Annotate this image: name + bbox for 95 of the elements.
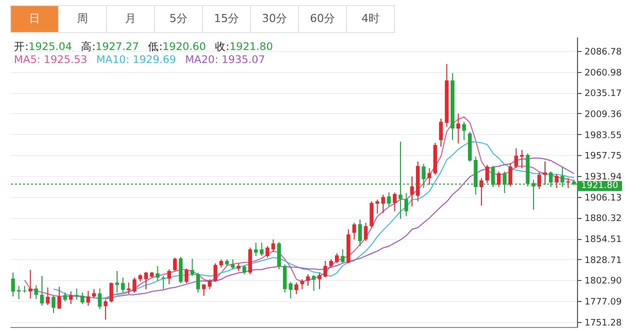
text: 30分 (251, 6, 299, 32)
candlestick (248, 247, 252, 275)
candlestick (98, 288, 102, 310)
text: 15分 (203, 6, 251, 32)
candlestick (410, 176, 414, 207)
candlestick (40, 275, 44, 306)
candlestick (520, 150, 524, 169)
candlestick (11, 272, 15, 297)
text: MA5: 1925.53 (14, 54, 88, 66)
candlestick (16, 285, 21, 300)
candlestick (202, 284, 206, 296)
text: 4时 (347, 6, 395, 32)
candlestick (392, 192, 397, 212)
y-tick-label: 2086.78 (584, 47, 622, 58)
candlestick (104, 299, 108, 320)
candlestick (178, 256, 183, 284)
text: 5分 (155, 6, 203, 32)
text: 日 (11, 6, 59, 32)
candlestick (514, 148, 518, 169)
candlestick (323, 260, 328, 278)
candlestick (306, 274, 310, 286)
text: MA10: 1929.69 (96, 54, 176, 66)
y-tick-label: 1828.71 (584, 256, 622, 266)
candlestick (480, 178, 484, 206)
annotation: 高:1927.27 (80, 41, 139, 53)
candlestick (381, 194, 386, 214)
candlestick (340, 248, 345, 264)
annotation: 收:1921.80 (214, 41, 273, 53)
y-tick-label: 1777.09 (584, 298, 622, 308)
candlestick (404, 192, 408, 217)
candlestick (352, 222, 356, 240)
candlestick (370, 200, 374, 228)
candlestick (184, 268, 188, 284)
candlestick (456, 113, 460, 144)
candlestick (115, 270, 120, 294)
candlestick (387, 192, 391, 207)
ref-line-label: 1921.80 (577, 181, 622, 192)
candlestick (318, 272, 322, 290)
candlestick (364, 222, 368, 242)
candlestick (271, 238, 276, 253)
candlestick (294, 282, 298, 295)
y-tick-label: 1931.94 (584, 172, 622, 182)
candlestick (57, 286, 62, 310)
candlestick (543, 161, 547, 186)
y-tick-label: 2009.36 (584, 110, 622, 120)
candlestick (162, 275, 166, 290)
text: 60分 (299, 6, 347, 32)
y-tick-label: 1854.51 (584, 235, 622, 246)
candlestick (214, 262, 218, 282)
text: 月 (107, 6, 155, 32)
candlestick (462, 121, 466, 141)
candlestick (52, 295, 56, 314)
candlestick (282, 264, 287, 293)
y-tick-label: 1957.75 (584, 152, 622, 162)
candlestick (428, 168, 432, 186)
candlestick (508, 162, 512, 187)
y-tick-label: 1906.13 (584, 193, 622, 204)
annotation: 开:1925.04 (14, 41, 72, 53)
text: 周 (59, 6, 107, 32)
y-tick-label: 2060.98 (584, 68, 622, 78)
candlestick (196, 272, 200, 294)
y-tick-label: 1880.32 (584, 214, 622, 224)
candlestick (288, 281, 292, 299)
candlestick (260, 242, 264, 256)
y-tick-label: 1751.28 (584, 318, 622, 328)
candlestick (34, 284, 38, 300)
candlestick (74, 288, 79, 300)
candlestick (358, 219, 362, 247)
candlestick (109, 282, 114, 303)
candlestick (266, 246, 270, 258)
text: MA20: 1935.07 (185, 54, 266, 66)
candlestick (254, 242, 258, 256)
y-tick-label: 2035.17 (584, 89, 622, 100)
candlestick (312, 274, 316, 292)
candlestick (121, 277, 125, 294)
candlestick (144, 271, 148, 290)
candlestick (86, 290, 90, 306)
candlestick (167, 268, 172, 285)
candlestick (132, 277, 136, 294)
y-tick-label: 1802.90 (584, 276, 622, 287)
candlestick (208, 278, 212, 290)
candlestick (277, 242, 281, 270)
candlestick (334, 252, 339, 264)
candlestick (46, 287, 50, 306)
annotation: 低:1920.60 (148, 41, 206, 53)
y-tick-label: 1983.55 (584, 130, 622, 141)
candlestick (173, 257, 177, 272)
candlestick (156, 266, 160, 282)
candlestick (485, 164, 490, 184)
candlestick (439, 118, 443, 148)
candlestick (68, 290, 73, 305)
candlestick (80, 292, 84, 305)
candlestick (28, 269, 32, 299)
candlestick (190, 258, 194, 276)
candlestick (554, 173, 558, 189)
